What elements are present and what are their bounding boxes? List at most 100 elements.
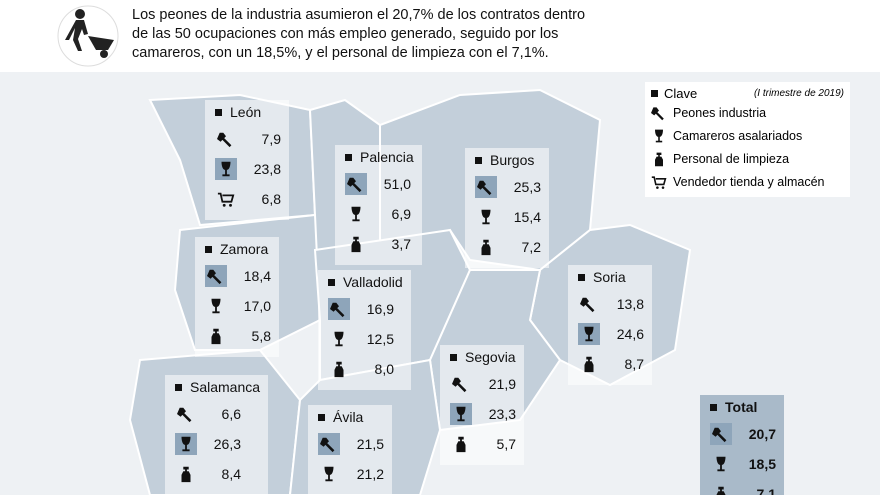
value: 51,0 [383, 176, 411, 192]
intro-line: de las 50 ocupaciones con más empleo gen… [132, 26, 559, 42]
legend-header: Clave (I trimestre de 2019) [651, 86, 844, 101]
value: 18,4 [243, 268, 271, 284]
peones-icon [347, 175, 365, 193]
intro-line: camareros, con un 18,5%, y el personal d… [132, 45, 549, 61]
icon-box [450, 373, 472, 395]
bullet [345, 153, 352, 161]
province-name: Soria [593, 269, 626, 285]
intro: Los peones de la industria asumieron el … [132, 6, 585, 63]
legend-item: Personal de limpieza [651, 147, 844, 170]
legend: Clave (I trimestre de 2019) Peones indust… [645, 82, 850, 197]
limpieza-icon [712, 485, 730, 495]
province-name: Ávila [333, 409, 364, 425]
camareros-icon [452, 405, 470, 423]
bullet [475, 156, 482, 164]
peones-icon [651, 105, 667, 121]
camareros-icon [712, 455, 730, 473]
peones-icon [580, 295, 598, 313]
province-header: Valladolid [328, 274, 403, 290]
peones-icon [477, 178, 495, 196]
province-box: Segovia 21,9 23,3 5,7 [440, 345, 524, 465]
value-row: 16,9 [328, 294, 403, 324]
value: 8,0 [374, 361, 394, 377]
value-row: 26,3 [175, 429, 260, 459]
province-name: León [230, 104, 262, 120]
header-band [0, 0, 880, 72]
province-header: Ávila [318, 409, 384, 425]
province-header: León [215, 104, 281, 120]
limpieza-icon [580, 355, 598, 373]
vendedor-icon [217, 190, 235, 208]
province-box: Burgos 25,3 15,4 7,2 [465, 148, 549, 268]
value-row: 7,1 [710, 479, 776, 495]
icon-box [215, 128, 237, 150]
bullet [318, 413, 325, 421]
value-row: 7,2 [475, 232, 541, 262]
value-row: 3,7 [345, 229, 414, 259]
legend-title: Clave [664, 86, 698, 101]
camareros-icon [177, 435, 195, 453]
province-box: Palencia 51,0 6,9 3,7 [335, 145, 422, 265]
camareros-icon [217, 160, 235, 178]
camareros-icon [320, 465, 338, 483]
limpieza-icon [330, 360, 348, 378]
camareros-icon [330, 330, 348, 348]
icon-box [328, 358, 350, 380]
camareros-icon [580, 325, 598, 343]
icon-box [205, 325, 227, 347]
value: 6,9 [391, 206, 411, 222]
province-header: Zamora [205, 241, 271, 257]
value-row: 8,7 [578, 349, 644, 379]
province-box: Zamora 18,4 17,0 5,8 [195, 237, 279, 357]
province-box: Total 20,7 18,5 7,1 [700, 395, 784, 495]
province-name: Zamora [220, 241, 269, 257]
province-name: Salamanca [190, 379, 261, 395]
icon-box [215, 188, 237, 210]
bullet [215, 108, 222, 116]
icon-box [578, 353, 600, 375]
limpieza-icon [207, 327, 225, 345]
icon-box [345, 173, 367, 195]
province-header: Total [710, 399, 776, 415]
icon-box [578, 323, 600, 345]
vendedor-icon [651, 174, 667, 190]
province-header: Soria [578, 269, 644, 285]
value: 23,3 [488, 406, 516, 422]
icon-box [175, 403, 197, 425]
province-box: León 7,9 23,8 6,8 [205, 100, 289, 220]
value-row: 7,9 [215, 124, 281, 154]
peones-icon [320, 435, 338, 453]
value: 3,7 [391, 236, 411, 252]
camareros-icon [207, 297, 225, 315]
province-header: Palencia [345, 149, 414, 165]
limpieza-icon [177, 465, 195, 483]
icon-box [328, 328, 350, 350]
intro-line: Los peones de la industria asumieron el … [132, 7, 586, 23]
camareros-icon [347, 205, 365, 223]
value-row: 5,7 [450, 429, 516, 459]
value-row: 18,4 [205, 261, 271, 291]
value-row: 8,4 [175, 459, 260, 489]
value-row: 24,6 [578, 319, 644, 349]
value: 16,9 [366, 301, 394, 317]
value: 21,5 [356, 436, 384, 452]
province-box: Ávila 21,5 21,2 [308, 405, 392, 495]
value-row: 6,8 [215, 184, 281, 214]
value: 15,4 [513, 209, 541, 225]
icon-box [710, 453, 732, 475]
value: 18,5 [748, 456, 776, 472]
peones-icon [207, 267, 225, 285]
bullet [578, 273, 585, 281]
province-name: Segovia [465, 349, 516, 365]
value: 6,6 [221, 406, 241, 422]
value-row: 6,9 [345, 199, 414, 229]
camareros-icon [651, 128, 667, 144]
value-row: 8,0 [328, 354, 403, 384]
icon-box [450, 433, 472, 455]
province-box: Soria 13,8 24,6 8,7 [568, 265, 652, 385]
value: 26,3 [213, 436, 241, 452]
value: 12,5 [366, 331, 394, 347]
peones-icon [712, 425, 730, 443]
value: 7,9 [261, 131, 281, 147]
value-row: 18,5 [710, 449, 776, 479]
